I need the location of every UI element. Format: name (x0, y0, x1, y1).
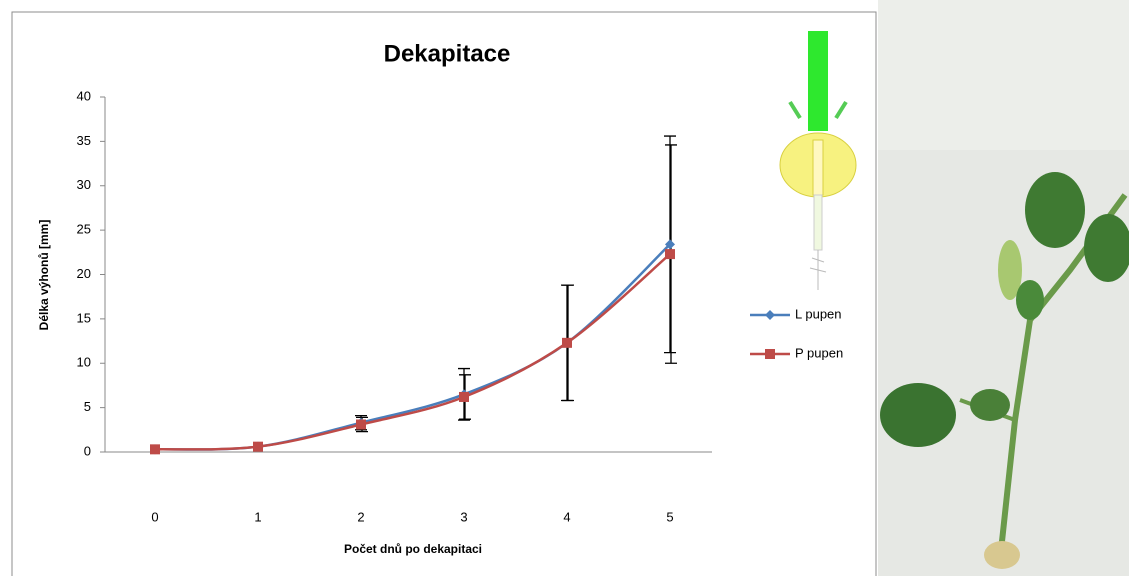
x-tick-label: 1 (254, 509, 261, 524)
photo (878, 0, 1129, 576)
y-tick-label: 10 (77, 355, 91, 370)
y-tick-label: 35 (77, 133, 91, 148)
chart-title: Dekapitace (384, 40, 511, 67)
marker (459, 391, 469, 402)
y-tick-label: 0 (84, 443, 91, 458)
marker (562, 337, 572, 348)
x-axis-label: Počet dnů po dekapitaci (344, 542, 482, 556)
illustration (779, 31, 857, 290)
chart-frame (11, 11, 877, 576)
marker (150, 444, 160, 455)
y-tick-label: 20 (77, 266, 91, 281)
marker (765, 349, 775, 359)
marker (665, 239, 675, 250)
x-tick-label: 3 (460, 509, 467, 524)
y-axis-label: Délka výhonů [mm] (37, 220, 51, 331)
y-tick-label: 25 (77, 222, 91, 237)
legend-label: P pupen (795, 345, 843, 360)
marker (765, 310, 775, 320)
marker (356, 419, 366, 430)
y-tick-label: 5 (84, 399, 91, 414)
y-tick-label: 15 (77, 310, 91, 325)
legend-label: L pupen (795, 306, 842, 321)
x-tick-label: 4 (563, 509, 570, 524)
x-tick-label: 0 (151, 509, 158, 524)
marker (665, 249, 675, 260)
y-tick-label: 30 (77, 177, 91, 192)
x-tick-label: 2 (357, 509, 364, 524)
y-tick-label: 40 (77, 88, 91, 103)
x-tick-label: 5 (666, 509, 673, 524)
marker (253, 441, 263, 452)
series-line (154, 253, 671, 451)
